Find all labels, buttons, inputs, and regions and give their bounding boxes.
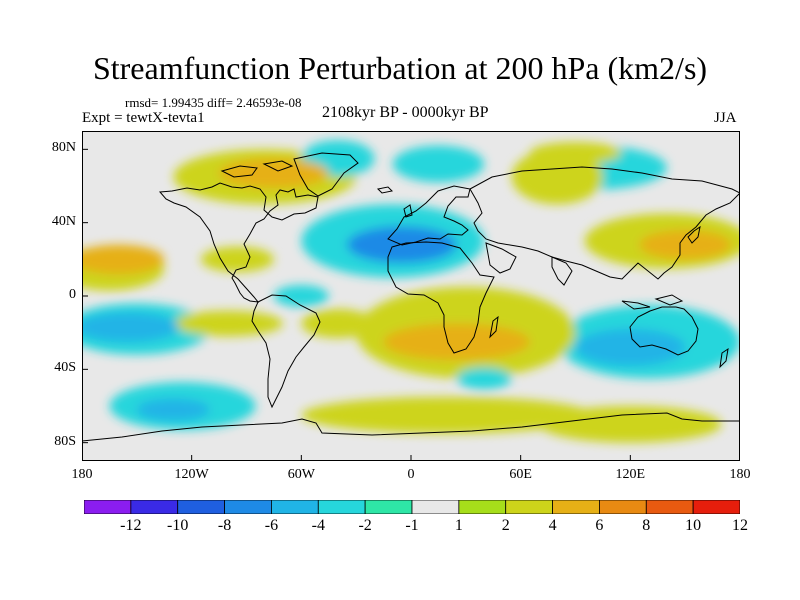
colorbar-swatch-4 (271, 500, 319, 514)
coastlines (82, 152, 740, 442)
colorbar-swatch-13 (692, 500, 740, 514)
colorbar-label: 10 (685, 517, 702, 534)
chart-title: Streamfunction Perturbation at 200 hPa (… (92, 50, 708, 86)
colorbar-swatch-1 (130, 500, 179, 514)
x-tick-label: 120W (174, 467, 209, 482)
y-tick-label: 40N (51, 213, 76, 229)
colorbar-swatch-3 (224, 500, 272, 514)
colorbar-swatch-2 (177, 500, 225, 514)
colorbar-label: -12 (120, 517, 142, 534)
y-tick-label: 80N (51, 140, 76, 156)
y-tick-label: 0 (69, 287, 76, 302)
colorbar-swatch-9 (505, 500, 553, 514)
colorbar-label: 6 (595, 517, 604, 534)
field-anomaly-16 (301, 396, 594, 434)
x-tick-label: 120E (615, 467, 646, 482)
experiment-label: Expt = tewtX-tevta1 (82, 110, 205, 126)
contour-field (82, 140, 740, 443)
field-anomaly-5 (273, 285, 329, 307)
field-anomaly-15 (456, 367, 512, 390)
colorbar-label: -8 (217, 517, 232, 534)
field-anomaly-21 (82, 312, 179, 342)
x-tick-label: 0 (407, 467, 415, 482)
field-anomaly-25 (575, 329, 686, 366)
x-tick-label: 60E (509, 467, 532, 482)
map-plot (82, 131, 740, 461)
colorbar-label: -2 (358, 517, 372, 534)
colorbar (84, 500, 740, 514)
field-anomaly-23 (219, 158, 329, 188)
colorbar-label: 8 (642, 517, 651, 534)
period-label: 2108kyr BP - 0000kyr BP (322, 104, 489, 121)
season-label: JJA (714, 110, 737, 126)
field-anomaly-24 (639, 230, 731, 260)
y-tick-label: 80S (54, 433, 76, 449)
x-tick-label: 180 (729, 467, 751, 482)
field-anomaly-26 (383, 323, 530, 361)
colorbar-swatch-12 (645, 500, 694, 514)
colorbar-label: 1 (454, 517, 463, 534)
rmsd-stats: rmsd= 1.99435 diff= 2.46593e-08 (125, 95, 302, 110)
field-anomaly-6 (173, 310, 284, 337)
field-anomaly-20 (82, 244, 165, 274)
colorbar-label: 12 (732, 517, 748, 534)
field-anomaly-8 (392, 145, 485, 183)
colorbar-swatch-0 (84, 500, 132, 514)
colorbar-swatch-10 (552, 500, 600, 514)
colorbar-swatch-7 (411, 500, 460, 514)
colorbar-swatch-6 (364, 500, 413, 514)
colorbar-label: -6 (264, 517, 279, 534)
field-anomaly-11 (529, 142, 622, 164)
field-anomaly-18 (301, 308, 375, 339)
y-tick-label: 40S (54, 360, 76, 376)
field-anomaly-17 (538, 406, 722, 443)
colorbar-label: 2 (501, 517, 510, 534)
colorbar-label: -4 (311, 517, 325, 534)
x-tick-label: 180 (71, 467, 93, 482)
field-anomaly-22 (136, 398, 210, 421)
colorbar-swatch-11 (599, 500, 647, 514)
field-anomaly-4 (200, 246, 274, 273)
colorbar-label: 4 (548, 517, 557, 534)
colorbar-label: -10 (167, 517, 189, 534)
colorbar-label: -1 (405, 517, 419, 534)
colorbar-swatch-5 (317, 500, 366, 514)
colorbar-swatch-8 (458, 500, 507, 514)
x-tick-label: 60W (287, 467, 315, 482)
axis-ticks (82, 148, 740, 461)
